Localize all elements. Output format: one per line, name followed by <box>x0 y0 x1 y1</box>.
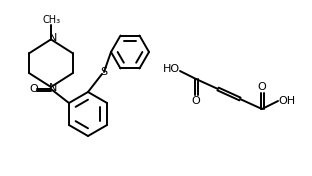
Text: CH₃: CH₃ <box>43 15 61 25</box>
Text: HO: HO <box>163 64 180 74</box>
Text: O: O <box>30 84 38 94</box>
Text: N: N <box>49 83 57 93</box>
Text: O: O <box>192 96 200 106</box>
Text: N: N <box>49 33 57 43</box>
Text: OH: OH <box>278 96 295 106</box>
Text: O: O <box>258 82 266 92</box>
Text: S: S <box>100 67 108 77</box>
